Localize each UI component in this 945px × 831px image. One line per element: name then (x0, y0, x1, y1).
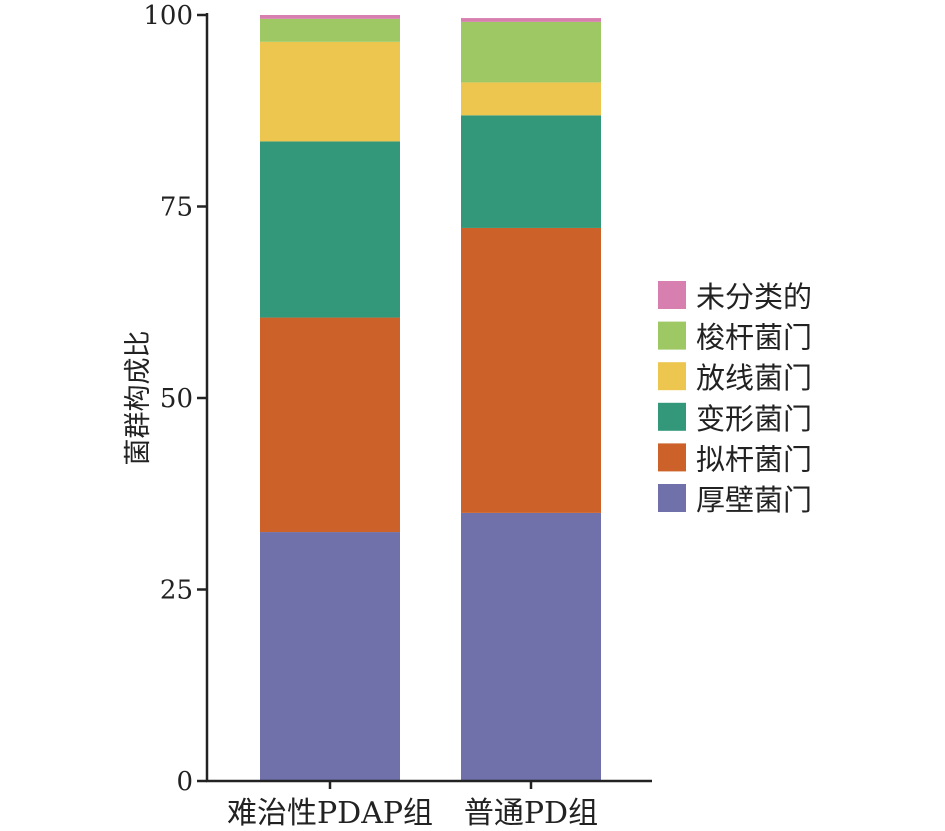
legend-swatch (658, 362, 686, 391)
bar-segment (260, 317, 400, 533)
x-category-label: 难治性PDAP组 (227, 796, 433, 831)
y-tick-label: 75 (160, 193, 193, 223)
x-category-label: 普通PD组 (464, 796, 598, 831)
legend-label: 厚壁菌门 (696, 483, 812, 517)
y-axis-title: 菌群构成比 (123, 331, 154, 466)
y-tick-label: 50 (160, 384, 193, 414)
y-tick-label: 0 (176, 767, 193, 797)
bar-segment (260, 532, 400, 781)
legend-label: 拟杆菌门 (696, 442, 812, 476)
bar-segment (461, 21, 601, 83)
bar-segment (260, 141, 400, 318)
legend-label: 梭杆菌门 (696, 321, 812, 355)
legend-swatch (658, 443, 686, 472)
axes-group: 0 25 50 75 100 难治性PDAP组 普通PD组 (143, 1, 652, 831)
bar-segment (461, 115, 601, 228)
legend-label: 变形菌门 (696, 402, 812, 436)
legend-label: 放线菌门 (696, 361, 812, 395)
y-tick-label: 100 (143, 1, 193, 31)
legend-swatch (658, 402, 686, 431)
legend-swatch (658, 484, 686, 512)
bar-segment (260, 18, 400, 42)
legend-swatch (658, 321, 686, 350)
bar-segment (461, 82, 601, 116)
bar-segment (260, 15, 400, 19)
bar-segment (461, 18, 601, 22)
legend-label: 未分类的 (696, 280, 812, 314)
bar-segment (461, 512, 601, 781)
bar-segment (461, 227, 601, 513)
bars-group (260, 15, 601, 781)
y-tick-label: 25 (160, 576, 193, 606)
bar-segment (260, 41, 400, 142)
legend-swatch (658, 281, 686, 309)
